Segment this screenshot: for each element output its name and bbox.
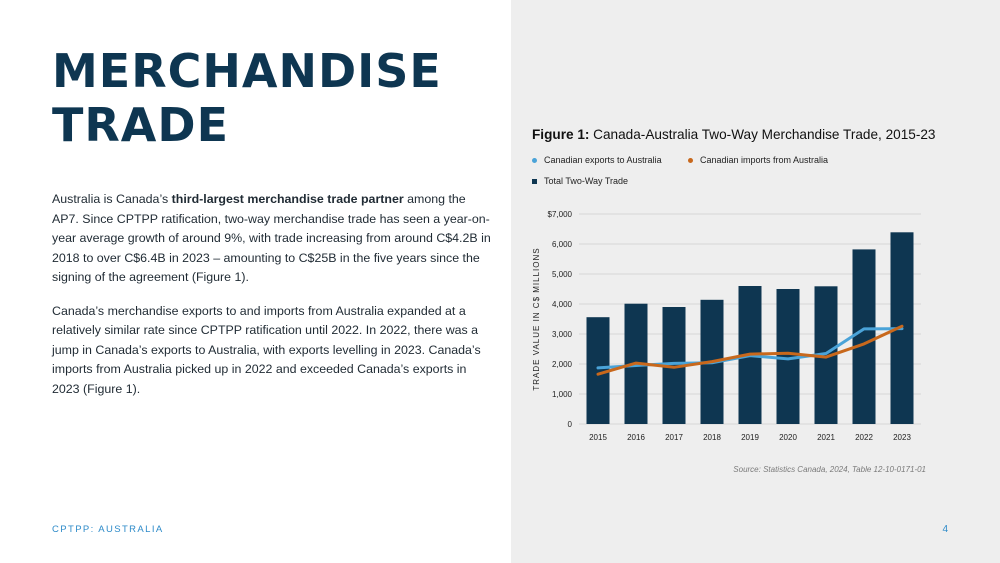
figure-source: Source: Statistics Canada, 2024, Table 1…: [733, 465, 926, 474]
figure-caption: Canada-Australia Two-Way Merchandise Tra…: [589, 127, 936, 142]
body-text: Australia is Canada’s third-largest merc…: [52, 190, 492, 413]
page-heading: MERCHANDISE TRADE: [52, 44, 442, 152]
figure-title: Figure 1: Canada-Australia Two-Way Merch…: [532, 127, 935, 142]
legend-item-total: Total Two-Way Trade: [532, 176, 628, 186]
y-axis-label: TRADE VALUE IN C$ MILLIONS: [532, 247, 541, 390]
chart-panel-background: [511, 0, 1000, 563]
legend-label-imports: Canadian imports from Australia: [700, 155, 829, 165]
x-tick-label: 2015: [589, 433, 607, 442]
x-tick-label: 2022: [855, 433, 873, 442]
y-tick-label: 3,000: [552, 330, 573, 339]
x-tick-label: 2017: [665, 433, 683, 442]
legend-label-exports: Canadian exports to Australia: [544, 155, 662, 165]
y-tick-label: 2,000: [552, 360, 573, 369]
legend-dot-icon: [688, 157, 693, 163]
paragraph-1: Australia is Canada’s third-largest merc…: [52, 190, 492, 288]
legend-dot-icon: [532, 157, 537, 163]
y-tick-label: 0: [568, 420, 573, 429]
legend-square-icon: [532, 178, 537, 184]
bar-total-trade: [586, 317, 610, 424]
page-number: 4: [942, 524, 948, 535]
trade-chart: 0 1,000 2,000 3,000 4,000 5,000 6,000 $7,000 20…: [532, 210, 921, 442]
x-tick-label: 2018: [703, 433, 721, 442]
x-tick-label: 2020: [779, 433, 797, 442]
y-axis-ticks: 0 1,000 2,000 3,000 4,000 5,000 6,000 $7,000: [548, 210, 573, 429]
heading-line-2: TRADE: [52, 98, 230, 152]
y-tick-label: $7,000: [548, 210, 573, 219]
paragraph-1-start: Australia is Canada’s: [52, 192, 172, 206]
bar-total-trade: [662, 307, 686, 424]
bar-total-trade: [852, 249, 876, 424]
y-tick-label: 6,000: [552, 240, 573, 249]
paragraph-1-emphasis: third-largest merchandise trade partner: [171, 192, 404, 206]
x-axis-ticks: 2015 2016 2017 2018 2019 2020 2021 2022 2023: [589, 433, 911, 442]
line-series: [596, 324, 904, 376]
line-imports: [596, 324, 904, 376]
bar-total-trade: [814, 286, 838, 424]
paragraph-2: Canada’s merchandise exports to and impo…: [52, 303, 481, 396]
x-tick-label: 2016: [627, 433, 645, 442]
y-tick-label: 4,000: [552, 300, 573, 309]
x-tick-label: 2023: [893, 433, 911, 442]
paragraph-1-end: among the AP7. Since CPTPP ratification,…: [52, 192, 491, 284]
y-tick-label: 5,000: [552, 270, 573, 279]
x-tick-label: 2021: [817, 433, 835, 442]
bar-total-trade: [776, 289, 800, 424]
legend-item-imports: Canadian imports from Australia: [688, 155, 828, 165]
footer-section-name: CPTPP: AUSTRALIA: [52, 524, 164, 535]
x-tick-label: 2019: [741, 433, 759, 442]
legend-label-total: Total Two-Way Trade: [544, 176, 629, 186]
y-tick-label: 1,000: [552, 390, 573, 399]
legend-item-exports: Canadian exports to Australia: [532, 155, 662, 165]
figure-label: Figure 1:: [532, 127, 590, 142]
heading-line-1: MERCHANDISE: [52, 44, 442, 98]
